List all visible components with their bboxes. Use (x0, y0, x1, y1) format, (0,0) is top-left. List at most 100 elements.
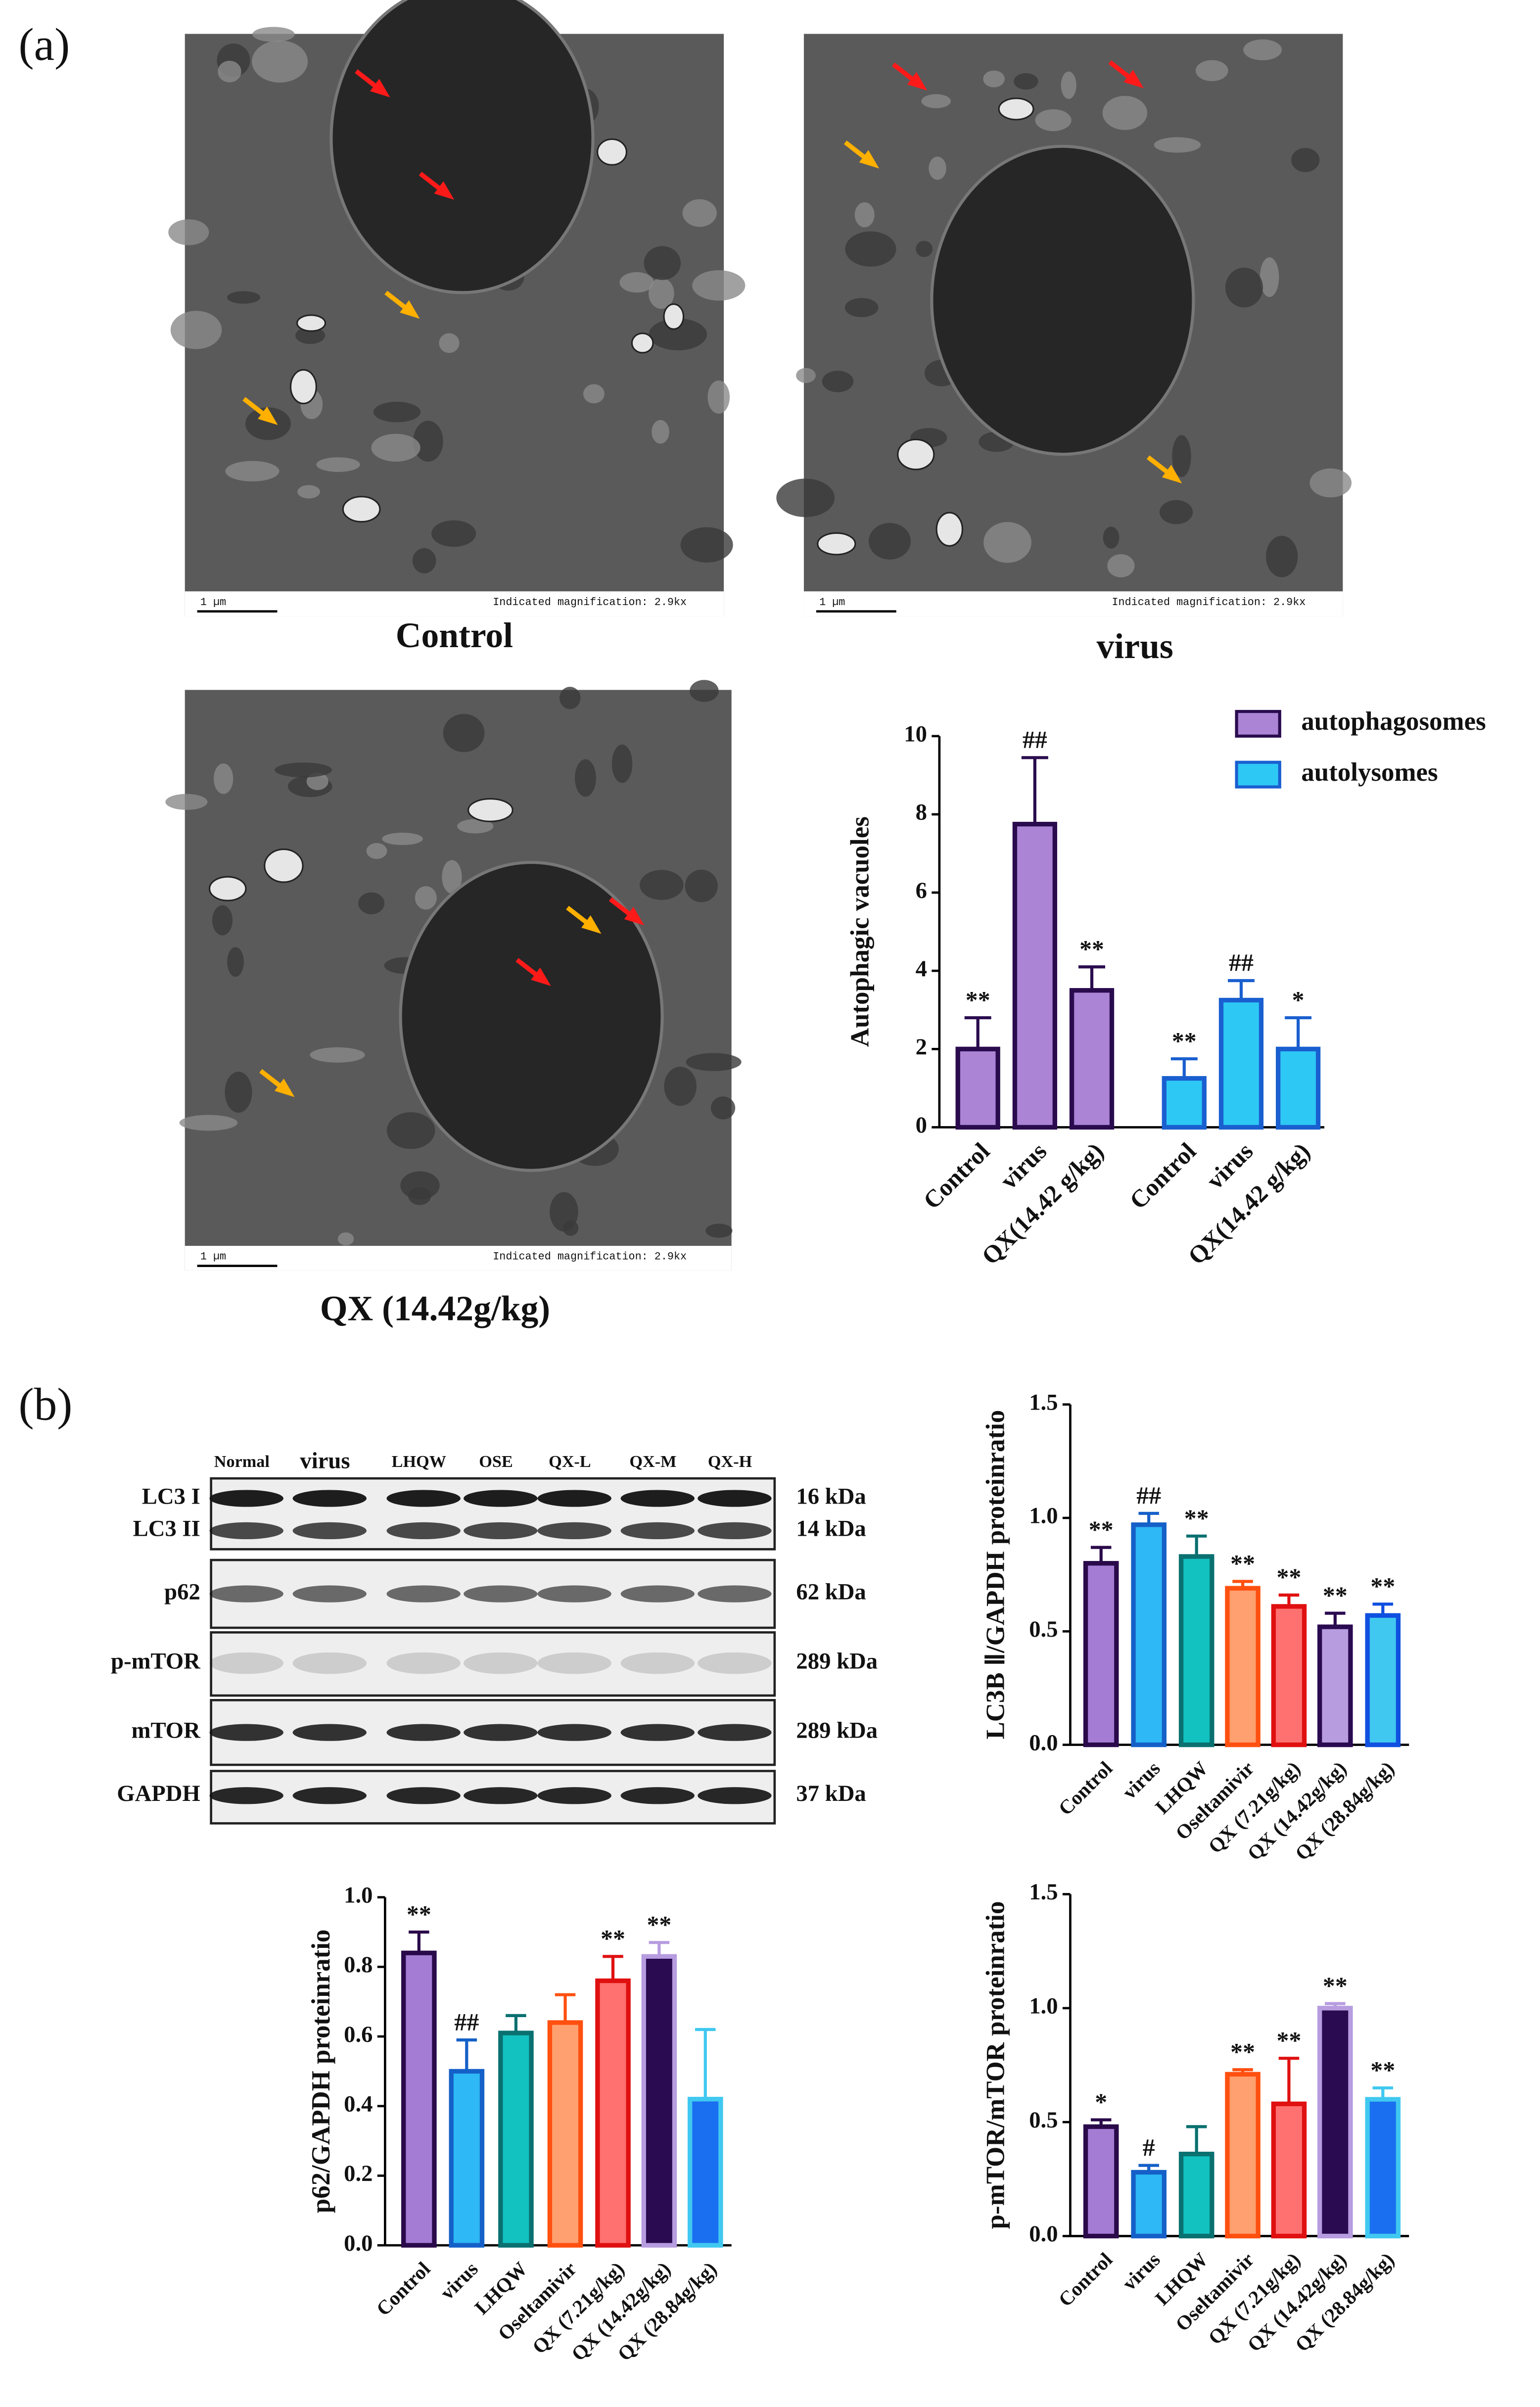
band (537, 1787, 611, 1804)
organelle (1159, 500, 1193, 524)
legend-label: autophagosomes (1301, 707, 1486, 736)
y-tick-label: 4 (916, 956, 927, 982)
band (620, 1522, 695, 1540)
band (386, 1585, 461, 1603)
vacuole (998, 97, 1034, 121)
organelle (562, 1220, 579, 1236)
arrow-head (1162, 465, 1182, 484)
band (292, 1585, 367, 1603)
lane-label: OSE (479, 1452, 513, 1471)
organelle (443, 713, 485, 753)
band (464, 1652, 538, 1674)
organelle (225, 461, 280, 482)
bar (1131, 1522, 1167, 1747)
organelle (664, 1066, 697, 1106)
vacuole (631, 332, 654, 354)
band (292, 1522, 367, 1540)
size-label: 16 kDa (796, 1483, 866, 1509)
organelle (611, 744, 633, 783)
legend-swatch (1235, 760, 1281, 789)
error-bar (649, 1941, 670, 1957)
bar (1365, 1613, 1401, 1747)
band (292, 1787, 367, 1804)
vacuole (467, 798, 513, 822)
organelle (707, 380, 730, 414)
magnification: Indicated magnification: 2.9kx (1112, 596, 1306, 609)
y-tick-label: 2 (916, 1034, 927, 1060)
organelle (652, 420, 669, 444)
band (209, 1585, 283, 1603)
bar (1012, 822, 1058, 1130)
error-bar (1090, 1546, 1112, 1563)
bar (595, 1978, 631, 2248)
row-label: LC3 II (133, 1516, 200, 1542)
significance: ** (1277, 2027, 1302, 2054)
micrograph-caption: QX (14.42g/kg) (320, 1289, 550, 1328)
panel-label: (b) (19, 1379, 73, 1430)
organelle (413, 421, 443, 462)
row-label: LC3 I (142, 1483, 200, 1509)
bar (498, 2030, 534, 2248)
organelle (366, 843, 387, 859)
size-label: 37 kDa (796, 1781, 866, 1806)
bar (401, 1950, 437, 2248)
error-bar (1090, 2118, 1112, 2127)
organelle (415, 886, 437, 910)
band (537, 1490, 611, 1507)
error-bar (409, 1930, 429, 1953)
significance: ** (1323, 1582, 1348, 1609)
organelle (170, 311, 222, 349)
y-axis-label: Autophagic vacuoles (845, 816, 874, 1047)
y-tick-label: 0.5 (1029, 2107, 1058, 2133)
organelle (705, 1224, 733, 1238)
organelle (382, 832, 423, 845)
row-label: GAPDH (117, 1781, 200, 1806)
vacuole (935, 512, 963, 547)
arrow-head (531, 967, 551, 986)
x-tick-label: Control (1054, 1757, 1117, 1820)
band (386, 1490, 461, 1507)
error-bar (1232, 1580, 1253, 1589)
vacuole (817, 532, 856, 556)
error-bar (1186, 2125, 1207, 2154)
organelle (644, 246, 681, 281)
organelle (854, 202, 875, 228)
organelle (619, 272, 654, 293)
organelle (165, 794, 208, 810)
band (620, 1585, 695, 1603)
organelle (457, 819, 494, 834)
y-tick-label: 0.5 (1029, 1616, 1058, 1642)
bar (1131, 2170, 1167, 2239)
y-tick-label: 1.5 (1029, 1389, 1058, 1415)
organelle (1265, 535, 1298, 577)
x-tick-label: Control (372, 2258, 435, 2320)
organelle (822, 371, 854, 392)
error-bar (506, 2014, 526, 2033)
significance: ** (1370, 1573, 1395, 1600)
band (620, 1787, 695, 1804)
organelle (685, 869, 718, 902)
y-tick-label: 10 (904, 721, 927, 747)
significance: ** (1184, 1505, 1209, 1532)
significance: ** (1230, 2038, 1255, 2066)
lane-label: QX-M (629, 1452, 676, 1471)
band (464, 1490, 538, 1507)
bar (1271, 2101, 1307, 2239)
significance: ** (1277, 1563, 1302, 1591)
organelle (929, 156, 946, 180)
organelle (1102, 95, 1148, 130)
error-bar (1278, 2057, 1300, 2104)
band (620, 1724, 695, 1741)
organelle (692, 270, 746, 301)
band (537, 1724, 611, 1741)
error-bar (1232, 2068, 1253, 2075)
band (386, 1787, 461, 1804)
bar (1275, 1046, 1321, 1130)
organelle (1014, 73, 1038, 90)
bar (1317, 2006, 1353, 2239)
blot-frame (210, 1631, 776, 1697)
error-bar (1278, 1593, 1300, 1606)
organelle (1154, 137, 1201, 153)
organelle (1103, 526, 1120, 549)
organelle (275, 762, 332, 778)
